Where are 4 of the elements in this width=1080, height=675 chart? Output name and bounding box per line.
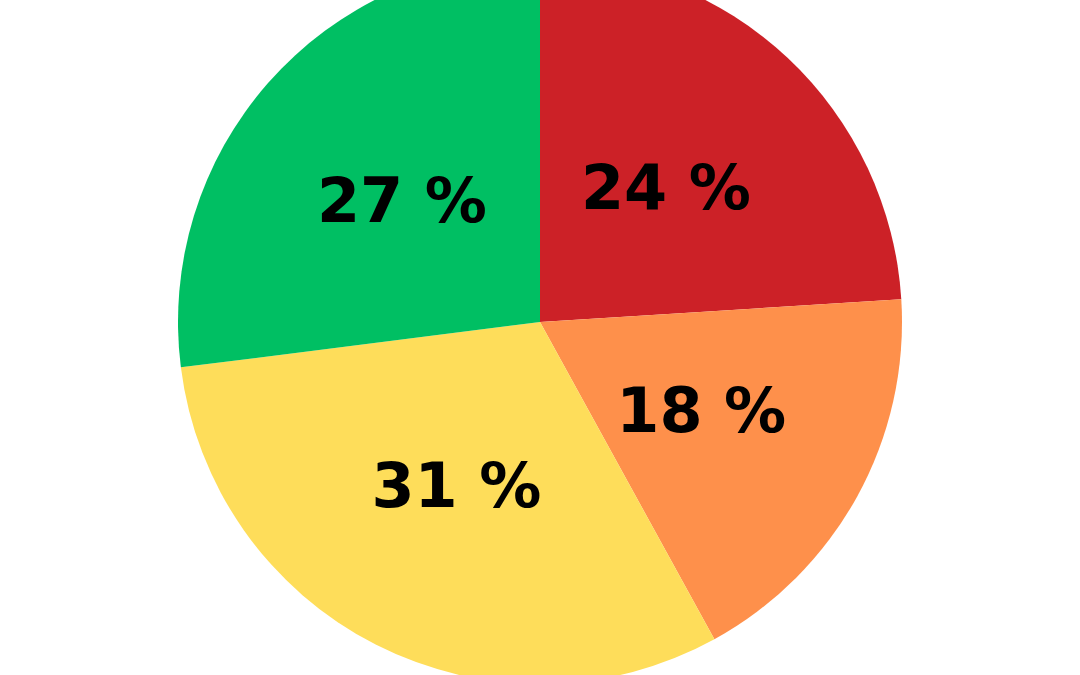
data-label: 18 %: [616, 374, 787, 448]
data-label: 24 %: [580, 151, 751, 225]
data-label: 27 %: [316, 163, 487, 237]
data-label: 31 %: [371, 449, 542, 523]
